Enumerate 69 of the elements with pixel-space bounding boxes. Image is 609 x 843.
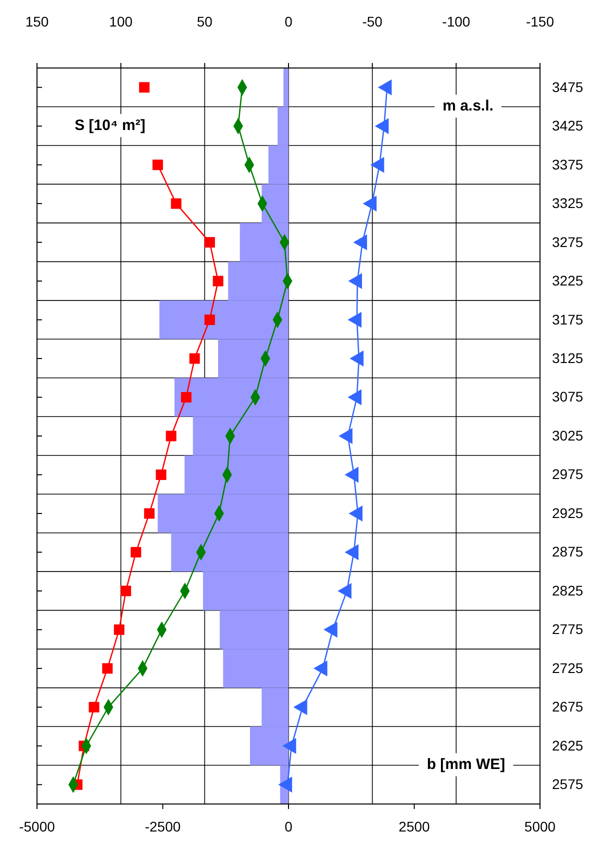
y-tick-label: 2975 <box>552 466 584 482</box>
y-tick-label: 2625 <box>552 737 584 754</box>
point <box>130 546 142 558</box>
point <box>120 586 132 596</box>
y-tick-label: 3275 <box>552 234 584 250</box>
y-tick-label: 2925 <box>552 504 584 521</box>
point <box>378 79 392 96</box>
point <box>324 622 338 638</box>
y-tick-label: 3425 <box>552 118 584 134</box>
point <box>180 392 192 403</box>
annotation: S [10⁴ m²] <box>74 117 146 134</box>
y-tick-label: 3325 <box>552 195 584 212</box>
x-tick-label: 5000 <box>524 818 556 835</box>
point <box>362 196 377 212</box>
x-axis-title: b [mm WE] <box>426 756 506 774</box>
x2-tick-label: 50 <box>196 13 213 30</box>
point <box>212 276 224 286</box>
x2-tick-label: -100 <box>442 13 470 30</box>
point <box>144 508 155 519</box>
point <box>189 353 200 364</box>
point <box>88 702 100 712</box>
y-axis-title: m a.s.l. <box>442 98 494 115</box>
point <box>102 663 113 674</box>
point <box>156 469 166 480</box>
point <box>338 582 352 599</box>
point <box>139 82 150 93</box>
x2-tick-label: -150 <box>526 13 554 30</box>
point <box>374 118 389 134</box>
point <box>348 506 363 522</box>
y-tick-label: 2875 <box>552 544 584 560</box>
x2-tick-label: -50 <box>362 13 383 30</box>
y-tick-label: 3025 <box>552 427 584 444</box>
x-tick-label: -2500 <box>144 818 181 835</box>
point <box>166 430 176 442</box>
x-tick-label: 0 <box>284 818 293 835</box>
point <box>204 314 215 326</box>
x2-tick-label: 0 <box>284 13 293 30</box>
point <box>370 156 384 173</box>
point <box>353 234 368 250</box>
point <box>278 776 292 793</box>
y-tick-label: 3475 <box>552 78 584 95</box>
point <box>204 237 215 248</box>
point <box>344 544 358 560</box>
x-tick-label: -5000 <box>19 818 56 835</box>
x2-tick-label: 150 <box>25 13 49 30</box>
point <box>282 738 296 754</box>
y-tick-label: 2675 <box>552 698 584 715</box>
y-tick-label: 3375 <box>552 156 584 172</box>
y-tick-label: 2575 <box>552 776 584 792</box>
point <box>170 198 182 209</box>
y-tick-label: 3075 <box>552 388 584 405</box>
point <box>114 624 124 635</box>
point <box>348 273 362 290</box>
x-tick-label: 2500 <box>398 818 430 835</box>
point <box>314 660 328 676</box>
y-tick-label: 3125 <box>552 350 584 366</box>
point <box>348 389 362 406</box>
x2-tick-label: 100 <box>109 13 133 30</box>
y-tick-label: 2825 <box>552 582 584 598</box>
point <box>344 466 358 483</box>
point <box>338 428 352 444</box>
point <box>152 160 163 170</box>
y-tick-label: 2775 <box>552 621 584 638</box>
point <box>293 699 308 716</box>
point <box>348 312 362 328</box>
y-tick-label: 3175 <box>552 311 584 328</box>
y-tick-label: 2725 <box>552 660 584 676</box>
point <box>350 350 364 366</box>
y-tick-label: 3225 <box>552 272 584 289</box>
